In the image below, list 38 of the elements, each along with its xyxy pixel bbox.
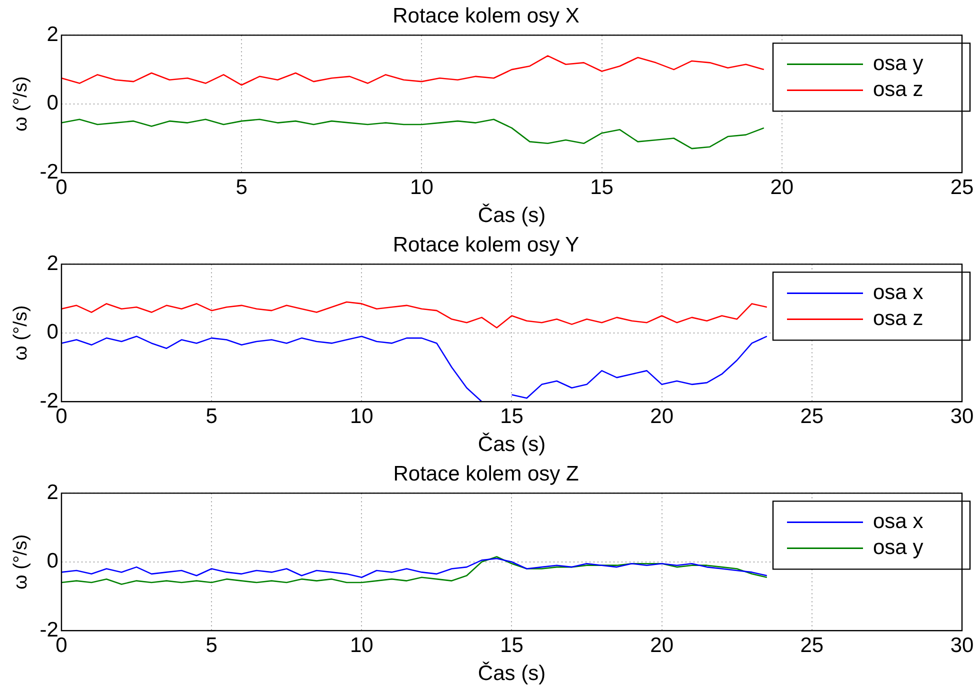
x-tick-label: 20 xyxy=(770,176,794,199)
x-axis-title: Čas (s) xyxy=(478,432,546,456)
x-tick-label: 20 xyxy=(650,634,674,657)
x-tick-label: 5 xyxy=(206,404,218,428)
chart-title: Rotace kolem osy X xyxy=(392,4,580,28)
x-tick-label: 5 xyxy=(206,634,218,657)
legend-label: osa x xyxy=(873,510,924,533)
x-tick-label: 25 xyxy=(800,404,824,428)
legend-label: osa y xyxy=(873,536,924,559)
y-axis-title: ω (°/s) xyxy=(10,76,32,132)
x-tick-label: 10 xyxy=(350,634,374,657)
legend-label: osa z xyxy=(873,78,924,101)
chart-title: Rotace kolem osy Y xyxy=(392,233,580,256)
x-tick-label: 15 xyxy=(500,404,524,428)
y-tick-label: 2 xyxy=(46,480,58,504)
x-tick-label: 25 xyxy=(950,176,974,199)
legend-label: osa z xyxy=(873,306,924,330)
x-axis-title: Čas (s) xyxy=(478,661,546,686)
x-tick-label: 15 xyxy=(500,634,524,657)
legend-label: osa y xyxy=(873,52,924,75)
y-axis-title: ω (°/s) xyxy=(10,305,32,360)
x-tick-label: 5 xyxy=(236,176,248,199)
y-tick-label: 2 xyxy=(46,252,58,275)
x-tick-label: 25 xyxy=(800,634,824,657)
x-tick-label: 10 xyxy=(350,404,374,428)
y-tick-label: 0 xyxy=(46,92,58,115)
y-tick-label: 2 xyxy=(46,22,58,46)
x-tick-label: 30 xyxy=(950,634,974,657)
x-tick-label: 15 xyxy=(590,176,614,199)
x-tick-label: 10 xyxy=(410,176,434,199)
legend-label: osa x xyxy=(873,280,924,304)
x-tick-label: 20 xyxy=(650,404,674,428)
x-axis-title: Čas (s) xyxy=(478,203,546,228)
y-axis-title: ω (°/s) xyxy=(10,534,32,590)
chart-title: Rotace kolem osy Z xyxy=(393,462,579,486)
y-tick-label: 0 xyxy=(46,320,58,344)
x-tick-label: 30 xyxy=(950,404,974,428)
y-tick-label: 0 xyxy=(46,550,58,573)
